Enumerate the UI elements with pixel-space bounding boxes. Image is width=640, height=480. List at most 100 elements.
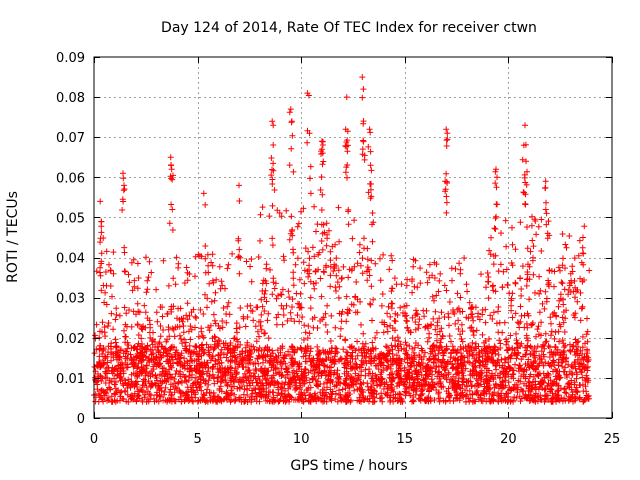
- data-point: [275, 352, 282, 359]
- data-point: [481, 383, 488, 390]
- data-point: [443, 209, 450, 216]
- data-point: [172, 398, 179, 405]
- data-point: [443, 388, 450, 395]
- data-point: [397, 391, 404, 398]
- data-point: [492, 252, 499, 259]
- data-point: [245, 360, 252, 367]
- data-point: [502, 217, 509, 224]
- data-point: [562, 241, 569, 248]
- data-point: [287, 230, 294, 237]
- data-point: [561, 344, 568, 351]
- data-point: [406, 355, 413, 362]
- data-point: [185, 388, 192, 395]
- data-point: [98, 287, 105, 294]
- data-point: [507, 353, 514, 360]
- data-point: [172, 281, 179, 288]
- data-point: [128, 395, 135, 402]
- data-point: [250, 317, 257, 324]
- data-point: [482, 319, 489, 326]
- data-point: [179, 318, 186, 325]
- data-point: [258, 386, 265, 393]
- data-point: [248, 256, 255, 263]
- data-point: [354, 260, 361, 267]
- data-point: [353, 279, 360, 285]
- data-point: [415, 379, 422, 386]
- data-point: [577, 275, 584, 282]
- data-point: [443, 193, 450, 200]
- data-point: [426, 387, 433, 394]
- data-point: [383, 343, 389, 350]
- data-point: [367, 301, 374, 308]
- data-point: [452, 356, 459, 363]
- data-point: [360, 394, 367, 401]
- data-point: [310, 280, 317, 287]
- data-point: [269, 350, 276, 357]
- data-point: [376, 377, 383, 384]
- data-point: [436, 315, 443, 322]
- data-point: [479, 331, 486, 338]
- data-point: [469, 370, 476, 377]
- data-point: [247, 263, 254, 270]
- data-point: [526, 397, 533, 404]
- data-point: [552, 344, 559, 351]
- data-point: [366, 126, 373, 133]
- data-point: [363, 360, 370, 367]
- data-point: [396, 390, 403, 397]
- y-tick-label: 0: [77, 412, 85, 427]
- data-point: [321, 363, 328, 369]
- data-point: [367, 300, 373, 307]
- data-point: [235, 338, 241, 345]
- data-point: [162, 384, 169, 391]
- data-point: [315, 365, 321, 372]
- data-point: [159, 304, 166, 311]
- data-point: [580, 361, 587, 368]
- data-point: [551, 283, 557, 290]
- data-point: [522, 122, 528, 129]
- data-point: [320, 362, 327, 369]
- data-point: [260, 277, 267, 284]
- data-point: [533, 348, 540, 355]
- data-point: [509, 314, 516, 321]
- data-point: [305, 323, 312, 330]
- data-point: [327, 272, 334, 279]
- data-point: [160, 327, 167, 333]
- data-point: [344, 148, 351, 155]
- data-point: [268, 155, 275, 161]
- data-point: [551, 268, 558, 275]
- data-point: [349, 349, 356, 356]
- data-point: [260, 359, 266, 366]
- data-point: [426, 274, 433, 281]
- data-point: [290, 275, 297, 282]
- data-point: [185, 394, 192, 401]
- data-point: [523, 367, 530, 374]
- data-point: [462, 398, 469, 405]
- data-point: [200, 334, 207, 341]
- data-point: [262, 371, 269, 378]
- data-point: [186, 372, 193, 379]
- data-point: [556, 321, 563, 328]
- data-point: [319, 138, 326, 145]
- data-point: [469, 339, 476, 346]
- data-point: [330, 268, 337, 274]
- data-point: [232, 396, 239, 402]
- data-point: [412, 319, 419, 325]
- data-point: [147, 334, 154, 341]
- data-point: [141, 302, 148, 309]
- data-point: [289, 132, 296, 139]
- data-point: [324, 329, 331, 335]
- data-point: [290, 168, 297, 175]
- data-point: [482, 361, 489, 368]
- data-point: [96, 358, 102, 365]
- data-point: [524, 310, 531, 317]
- data-point: [215, 351, 222, 358]
- data-point: [354, 309, 361, 316]
- data-point: [309, 394, 316, 401]
- data-point: [180, 371, 187, 378]
- data-point: [485, 295, 492, 302]
- data-point: [206, 327, 213, 334]
- data-point: [157, 333, 164, 340]
- data-point: [302, 245, 309, 252]
- data-point: [318, 238, 325, 244]
- data-point: [174, 360, 181, 367]
- data-point: [458, 321, 465, 328]
